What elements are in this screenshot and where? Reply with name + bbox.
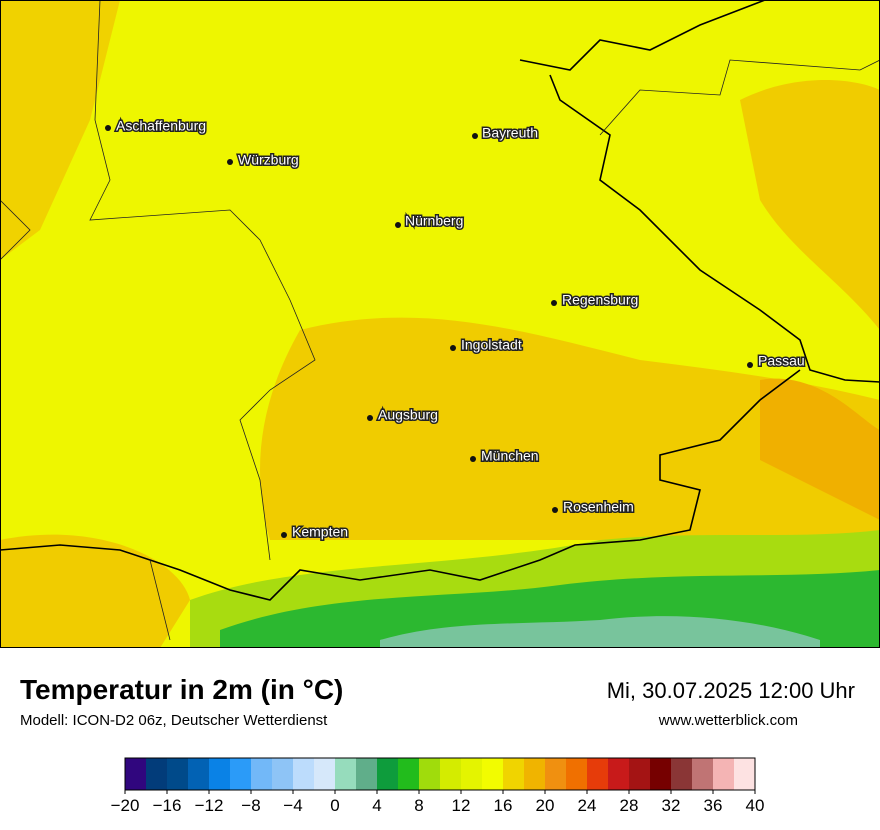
colorbar-segment	[608, 758, 630, 790]
colorbar-tick-label: −12	[195, 796, 224, 815]
colorbar-tick-label: 40	[746, 796, 765, 815]
city: Passau	[747, 351, 806, 370]
colorbar-tick-label: −16	[153, 796, 182, 815]
city: Ingolstadt	[450, 335, 523, 354]
colorbar-tick-label: 0	[330, 796, 339, 815]
colorbar-segment	[356, 758, 378, 790]
city-label: Ingolstadt	[461, 337, 522, 353]
colorbar-segment	[125, 758, 147, 790]
colorbar-tick-label: −20	[111, 796, 140, 815]
city: Kempten	[281, 522, 350, 541]
colorbar-segment	[524, 758, 546, 790]
city: Rosenheim	[552, 497, 635, 516]
colorbar-segment	[398, 758, 420, 790]
colorbar-segment	[272, 758, 294, 790]
city-label: Rosenheim	[563, 499, 634, 515]
colorbar: −20 −16 −12 −8 −4 0 4 8 12 16 20 24 28 32 36 40	[111, 757, 765, 815]
city-label: Passau	[758, 353, 805, 369]
colorbar-segment	[545, 758, 567, 790]
colorbar-segment	[440, 758, 462, 790]
subtitle: Modell: ICON-D2 06z, Deutscher Wetterdie…	[20, 712, 328, 729]
country-border	[0, 0, 880, 601]
city: Würzburg	[227, 150, 300, 169]
colorbar-segment	[713, 758, 735, 790]
city-label: Würzburg	[238, 152, 299, 168]
city-label: Aschaffenburg	[116, 118, 206, 134]
colorbar-segment	[314, 758, 336, 790]
city: München	[470, 446, 540, 465]
warm-area	[740, 80, 880, 330]
colorbar-segment	[230, 758, 252, 790]
colorbar-segment	[566, 758, 588, 790]
colorbar-tick-label: 16	[494, 796, 513, 815]
colorbar-frame	[124, 757, 756, 791]
map: Aschaffenburg Würzburg Bayreuth Nürnberg…	[0, 0, 880, 648]
colorbar-segment	[482, 758, 504, 790]
city-label: Nürnberg	[405, 213, 463, 229]
colorbar-segment	[629, 758, 651, 790]
colorbar-segment	[734, 758, 756, 790]
colorbar-tick-label: 8	[414, 796, 423, 815]
colorbar-segment	[650, 758, 672, 790]
datetime: Mi, 30.07.2025 12:00 Uhr	[607, 678, 855, 703]
colorbar-segment	[671, 758, 693, 790]
alps	[380, 616, 820, 648]
city: Nürnberg	[395, 211, 465, 230]
colorbar-segment	[419, 758, 441, 790]
colorbar-tick-label: 32	[662, 796, 681, 815]
colorbar-tick-label: 36	[704, 796, 723, 815]
warm-area	[760, 378, 880, 520]
colorbar-segment	[587, 758, 609, 790]
colorbar-tick-label: −4	[283, 796, 302, 815]
warm-area	[0, 0, 120, 260]
colorbar-tick-label: 28	[620, 796, 639, 815]
city-label: Regensburg	[562, 292, 638, 308]
warm-area	[0, 534, 190, 648]
city: Regensburg	[551, 290, 640, 309]
city-label: Augsburg	[378, 407, 438, 423]
colorbar-segment	[146, 758, 168, 790]
colorbar-tick-label: −8	[241, 796, 260, 815]
colorbar-segment	[503, 758, 525, 790]
city: Augsburg	[367, 405, 439, 424]
colorbar-tick-label: 12	[452, 796, 471, 815]
city: Aschaffenburg	[105, 116, 208, 135]
colorbar-segment	[692, 758, 714, 790]
colorbar-segment	[377, 758, 399, 790]
website: www.wetterblick.com	[658, 712, 798, 729]
colorbar-segment	[461, 758, 483, 790]
colorbar-tick-label: 20	[536, 796, 555, 815]
warm-area	[260, 317, 880, 540]
colorbar-segment	[335, 758, 357, 790]
colorbar-segment	[251, 758, 273, 790]
colorbar-segment	[167, 758, 189, 790]
colorbar-tick-label: 24	[578, 796, 597, 815]
state-border	[0, 0, 880, 641]
colorbar-segment	[188, 758, 210, 790]
colorbar-segment	[209, 758, 231, 790]
city-label: Bayreuth	[482, 125, 538, 141]
city-label: Kempten	[292, 524, 348, 540]
title: Temperatur in 2m (in °C)	[20, 674, 343, 705]
colorbar-segment	[293, 758, 315, 790]
city: Bayreuth	[472, 123, 540, 142]
colorbar-tick-label: 4	[372, 796, 381, 815]
city-label: München	[481, 448, 539, 464]
